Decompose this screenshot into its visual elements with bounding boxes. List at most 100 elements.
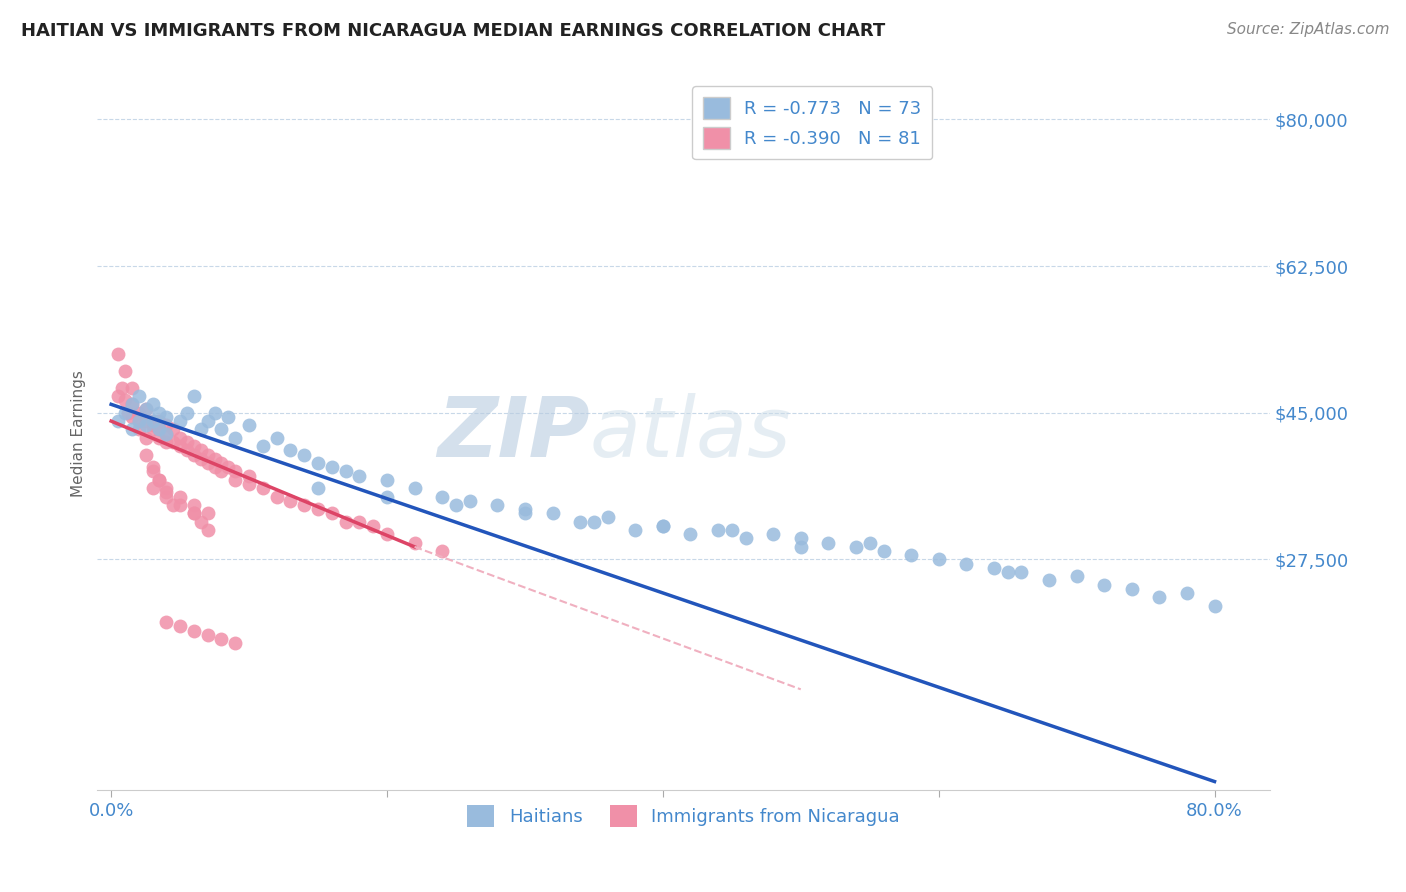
Point xyxy=(197,456,219,470)
Point xyxy=(148,431,170,445)
Point xyxy=(128,422,150,436)
Point xyxy=(155,490,177,504)
Text: ZIP: ZIP xyxy=(437,393,589,475)
Point xyxy=(114,364,136,378)
Point xyxy=(141,464,163,478)
Point xyxy=(141,418,163,433)
Point xyxy=(211,464,233,478)
Text: Source: ZipAtlas.com: Source: ZipAtlas.com xyxy=(1226,22,1389,37)
Point xyxy=(444,498,467,512)
Point xyxy=(176,443,198,458)
Point xyxy=(107,347,129,361)
Point xyxy=(375,490,398,504)
Point xyxy=(197,628,219,642)
Point xyxy=(148,473,170,487)
Point xyxy=(135,448,157,462)
Point xyxy=(107,414,129,428)
Point xyxy=(266,490,288,504)
Y-axis label: Median Earnings: Median Earnings xyxy=(72,370,86,497)
Point xyxy=(155,481,177,495)
Point xyxy=(162,498,184,512)
Point xyxy=(169,619,191,633)
Point xyxy=(128,406,150,420)
Point xyxy=(204,406,226,420)
Point xyxy=(1175,586,1198,600)
Point xyxy=(720,523,742,537)
Point xyxy=(224,464,246,478)
Point xyxy=(190,451,212,466)
Point xyxy=(707,523,730,537)
Point xyxy=(183,389,205,403)
Point xyxy=(430,490,453,504)
Point xyxy=(141,397,163,411)
Point xyxy=(1149,590,1171,604)
Point xyxy=(211,422,233,436)
Legend: Haitians, Immigrants from Nicaragua: Haitians, Immigrants from Nicaragua xyxy=(460,797,907,834)
Point xyxy=(169,498,191,512)
Point xyxy=(197,523,219,537)
Point xyxy=(651,519,673,533)
Point xyxy=(513,502,536,516)
Point xyxy=(224,636,246,650)
Point xyxy=(541,506,564,520)
Point xyxy=(845,540,868,554)
Point xyxy=(859,535,882,549)
Point xyxy=(204,460,226,475)
Point xyxy=(183,439,205,453)
Point xyxy=(458,493,481,508)
Point xyxy=(651,519,673,533)
Point xyxy=(183,498,205,512)
Point xyxy=(900,548,922,562)
Point xyxy=(983,561,1005,575)
Point xyxy=(197,506,219,520)
Point xyxy=(197,414,219,428)
Point xyxy=(335,464,357,478)
Point xyxy=(197,448,219,462)
Point xyxy=(169,431,191,445)
Point xyxy=(361,519,384,533)
Point xyxy=(183,624,205,638)
Point xyxy=(121,381,143,395)
Point xyxy=(307,502,329,516)
Point xyxy=(111,381,134,395)
Point xyxy=(121,409,143,424)
Point xyxy=(762,527,785,541)
Point xyxy=(624,523,647,537)
Point xyxy=(135,431,157,445)
Point xyxy=(1038,574,1060,588)
Point xyxy=(190,443,212,458)
Point xyxy=(513,506,536,520)
Point xyxy=(114,406,136,420)
Point xyxy=(280,493,302,508)
Point xyxy=(280,443,302,458)
Point xyxy=(211,632,233,646)
Point xyxy=(404,481,426,495)
Point xyxy=(238,468,260,483)
Point xyxy=(928,552,950,566)
Point xyxy=(252,439,274,453)
Point xyxy=(141,414,163,428)
Point xyxy=(790,532,813,546)
Point xyxy=(169,490,191,504)
Point xyxy=(121,397,143,411)
Point xyxy=(117,406,139,420)
Point xyxy=(292,498,315,512)
Point xyxy=(183,506,205,520)
Point xyxy=(183,448,205,462)
Point xyxy=(162,422,184,436)
Point xyxy=(135,401,157,416)
Point xyxy=(596,510,619,524)
Point xyxy=(148,406,170,420)
Point xyxy=(204,451,226,466)
Point xyxy=(375,527,398,541)
Point xyxy=(190,422,212,436)
Point xyxy=(141,481,163,495)
Point xyxy=(955,557,977,571)
Point xyxy=(135,418,157,433)
Point xyxy=(114,393,136,408)
Point xyxy=(211,456,233,470)
Point xyxy=(148,414,170,428)
Point xyxy=(335,515,357,529)
Point xyxy=(582,515,605,529)
Point xyxy=(155,615,177,630)
